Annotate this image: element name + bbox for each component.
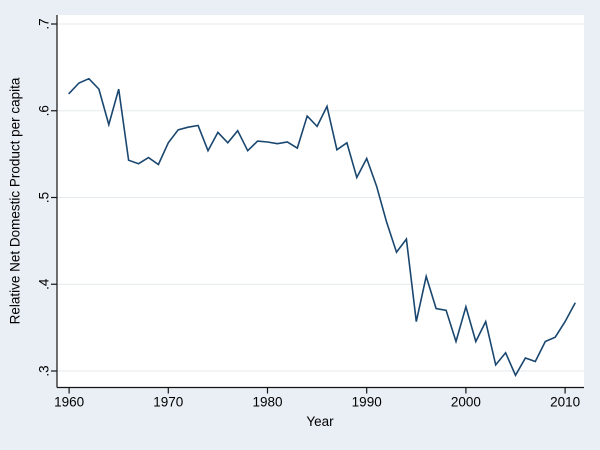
chart-layer: .3 .4 .5 .6 .7 1960 1970 1980 1990 2000 2010 — [37, 15, 584, 410]
x-tick-label: 2010 — [550, 395, 580, 410]
x-tick-label: 1960 — [54, 395, 84, 410]
plot-area — [57, 15, 584, 388]
x-tick-label: 2000 — [451, 395, 481, 410]
y-tick-label: .4 — [37, 278, 52, 290]
y-tick-label: .3 — [37, 365, 52, 376]
x-axis-title: Year — [306, 414, 334, 429]
y-axis-title: Relative Net Domestic Product per capita — [8, 77, 23, 324]
data-series-line — [68, 77, 576, 378]
y-tick-label: .5 — [37, 192, 52, 203]
x-tick-label: 1970 — [153, 395, 183, 410]
y-tick-label: .7 — [37, 18, 52, 29]
y-tick-label: .6 — [37, 105, 52, 116]
x-tick-label: 1980 — [252, 395, 282, 410]
x-tick-label: 1990 — [352, 395, 382, 410]
